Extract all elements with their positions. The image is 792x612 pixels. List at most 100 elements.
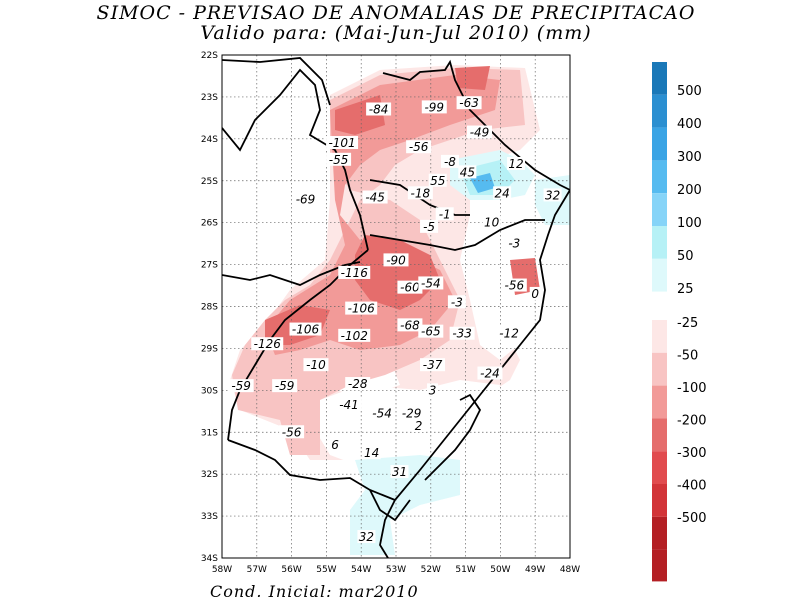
lon-tick-label: 54W bbox=[351, 565, 371, 575]
contour-label: -49 bbox=[470, 126, 490, 140]
contour-label: -54 bbox=[372, 406, 392, 420]
lat-tick-label: 24S bbox=[201, 135, 218, 145]
contour-label: -69 bbox=[296, 193, 316, 207]
contour-label-bg bbox=[420, 219, 439, 233]
contour-label-bg bbox=[418, 324, 444, 338]
contour-label: -99 bbox=[424, 100, 444, 114]
initial-condition-label: Cond. Inicial: mar2010 bbox=[210, 582, 419, 601]
contour-label: 31 bbox=[392, 465, 407, 479]
lat-tick-label: 23S bbox=[201, 93, 218, 103]
contour-label-bg bbox=[329, 437, 341, 451]
contour-label: -56 bbox=[409, 140, 429, 154]
contour-label-bg bbox=[362, 190, 388, 204]
lat-tick-label: 28S bbox=[201, 303, 218, 313]
border-paraguay bbox=[222, 57, 331, 106]
contour-label-bg bbox=[383, 253, 409, 267]
shade-neg200-d bbox=[455, 66, 490, 90]
lon-tick-label: 57W bbox=[247, 565, 267, 575]
contour-label: 3 bbox=[429, 383, 437, 397]
colorbar-swatch-negative bbox=[652, 385, 667, 419]
lon-tick-label: 49W bbox=[525, 565, 545, 575]
lon-tick-label: 48W bbox=[560, 565, 580, 575]
colorbar-swatch-positive bbox=[652, 226, 667, 259]
contour-label: -3 bbox=[508, 237, 520, 251]
contour-label-bg bbox=[406, 140, 432, 154]
lat-tick-label: 25S bbox=[201, 177, 218, 187]
contour-label: -56 bbox=[505, 279, 525, 293]
contour-label-bg bbox=[456, 96, 482, 110]
colorbar-swatch-positive bbox=[652, 127, 667, 161]
contour-label-bg bbox=[338, 328, 371, 342]
contour-label-bg bbox=[345, 377, 371, 391]
contour-label: 6 bbox=[331, 438, 339, 452]
contour-label-bg bbox=[272, 379, 298, 393]
colorbar: 500 400 300 200 100 50 25 -25 -50 -100 -200 -300 -40… bbox=[652, 62, 707, 582]
contour-label: 14 bbox=[364, 446, 379, 460]
contour-label-bg bbox=[390, 465, 409, 479]
colorbar-swatch-negative-end bbox=[652, 549, 667, 582]
contour-label: -18 bbox=[411, 186, 431, 200]
contour-label: -41 bbox=[339, 398, 359, 412]
contour-label-bg bbox=[477, 366, 503, 380]
contour-label-bg bbox=[418, 276, 444, 290]
contour-label: -116 bbox=[341, 266, 369, 280]
colorbar-label-positive: 100 bbox=[677, 216, 702, 231]
contour-label: -106 bbox=[348, 302, 376, 316]
contour-label: 24 bbox=[494, 186, 509, 200]
contour-label-bg bbox=[326, 152, 352, 166]
coastline bbox=[379, 59, 570, 558]
contour-label: 55 bbox=[430, 174, 445, 188]
map-title: SIMOC - PREVISAO DE ANOMALIAS DE PRECIPI… bbox=[96, 2, 696, 24]
lon-tick-label: 58W bbox=[212, 565, 232, 575]
contour-label-bg bbox=[427, 383, 439, 397]
colorbar-swatch-positive bbox=[652, 193, 667, 226]
contour-label: -102 bbox=[341, 329, 368, 343]
contour-label: -55 bbox=[329, 153, 349, 167]
contour-label-bg bbox=[447, 295, 466, 309]
lon-tick-label: 51W bbox=[455, 565, 475, 575]
contour-label-bg bbox=[435, 207, 454, 221]
map-frame bbox=[221, 54, 571, 559]
colorbar-swatch-negative bbox=[652, 516, 667, 550]
contour-label: -8 bbox=[444, 155, 456, 169]
colorbar-swatch-negative bbox=[652, 484, 667, 517]
contour-label-bg bbox=[366, 102, 392, 116]
contour-label-bg bbox=[279, 425, 305, 439]
latitude-labels: 22S 23S 24S 25S 26S 27S 28S 29S 30S 31S 32S 33S 34S bbox=[201, 51, 218, 564]
border-argentina bbox=[222, 261, 361, 286]
contour-label-bg bbox=[420, 358, 446, 372]
longitude-labels: 58W 57W 56W 55W 54W 53W 52W 51W 50W 49W 48W bbox=[212, 565, 580, 575]
contour-label: 10 bbox=[484, 216, 500, 230]
contour-label: -101 bbox=[328, 136, 355, 150]
contour-label-bg bbox=[449, 326, 475, 340]
contour-label: -1 bbox=[439, 207, 451, 221]
lat-tick-label: 34S bbox=[201, 554, 218, 564]
contour-label: -45 bbox=[365, 191, 385, 205]
contour-label: -90 bbox=[386, 253, 406, 267]
contour-label-bg bbox=[357, 530, 376, 544]
boundaries bbox=[222, 57, 570, 558]
colorbar-label-positive: 300 bbox=[677, 150, 702, 165]
lat-tick-label: 29S bbox=[201, 344, 218, 354]
contour-label-bg bbox=[543, 188, 562, 202]
colorbar-label-negative: -400 bbox=[677, 479, 707, 494]
contour-label: 12 bbox=[508, 157, 523, 171]
contour-label-bg bbox=[326, 136, 359, 150]
lon-tick-label: 55W bbox=[316, 565, 336, 575]
contour-label-bg bbox=[421, 100, 447, 114]
colorbar-swatch-positive bbox=[652, 258, 667, 292]
contour-label: 45 bbox=[460, 165, 475, 179]
contour-label-bg bbox=[338, 265, 371, 279]
contour-label-bg bbox=[501, 278, 527, 292]
contour-label: -59 bbox=[231, 379, 251, 393]
colorbar-label-positive: 400 bbox=[677, 117, 702, 132]
lat-tick-label: 22S bbox=[201, 51, 218, 61]
colorbar-label-negative: -200 bbox=[677, 414, 707, 429]
contour-label: -24 bbox=[480, 367, 500, 381]
colorbar-swatch-negative bbox=[652, 320, 667, 353]
contour-label: -68 bbox=[400, 318, 420, 332]
colorbar-swatch-negative bbox=[652, 451, 667, 484]
contour-label-bg bbox=[493, 186, 512, 200]
contour-label-bg bbox=[529, 286, 541, 300]
